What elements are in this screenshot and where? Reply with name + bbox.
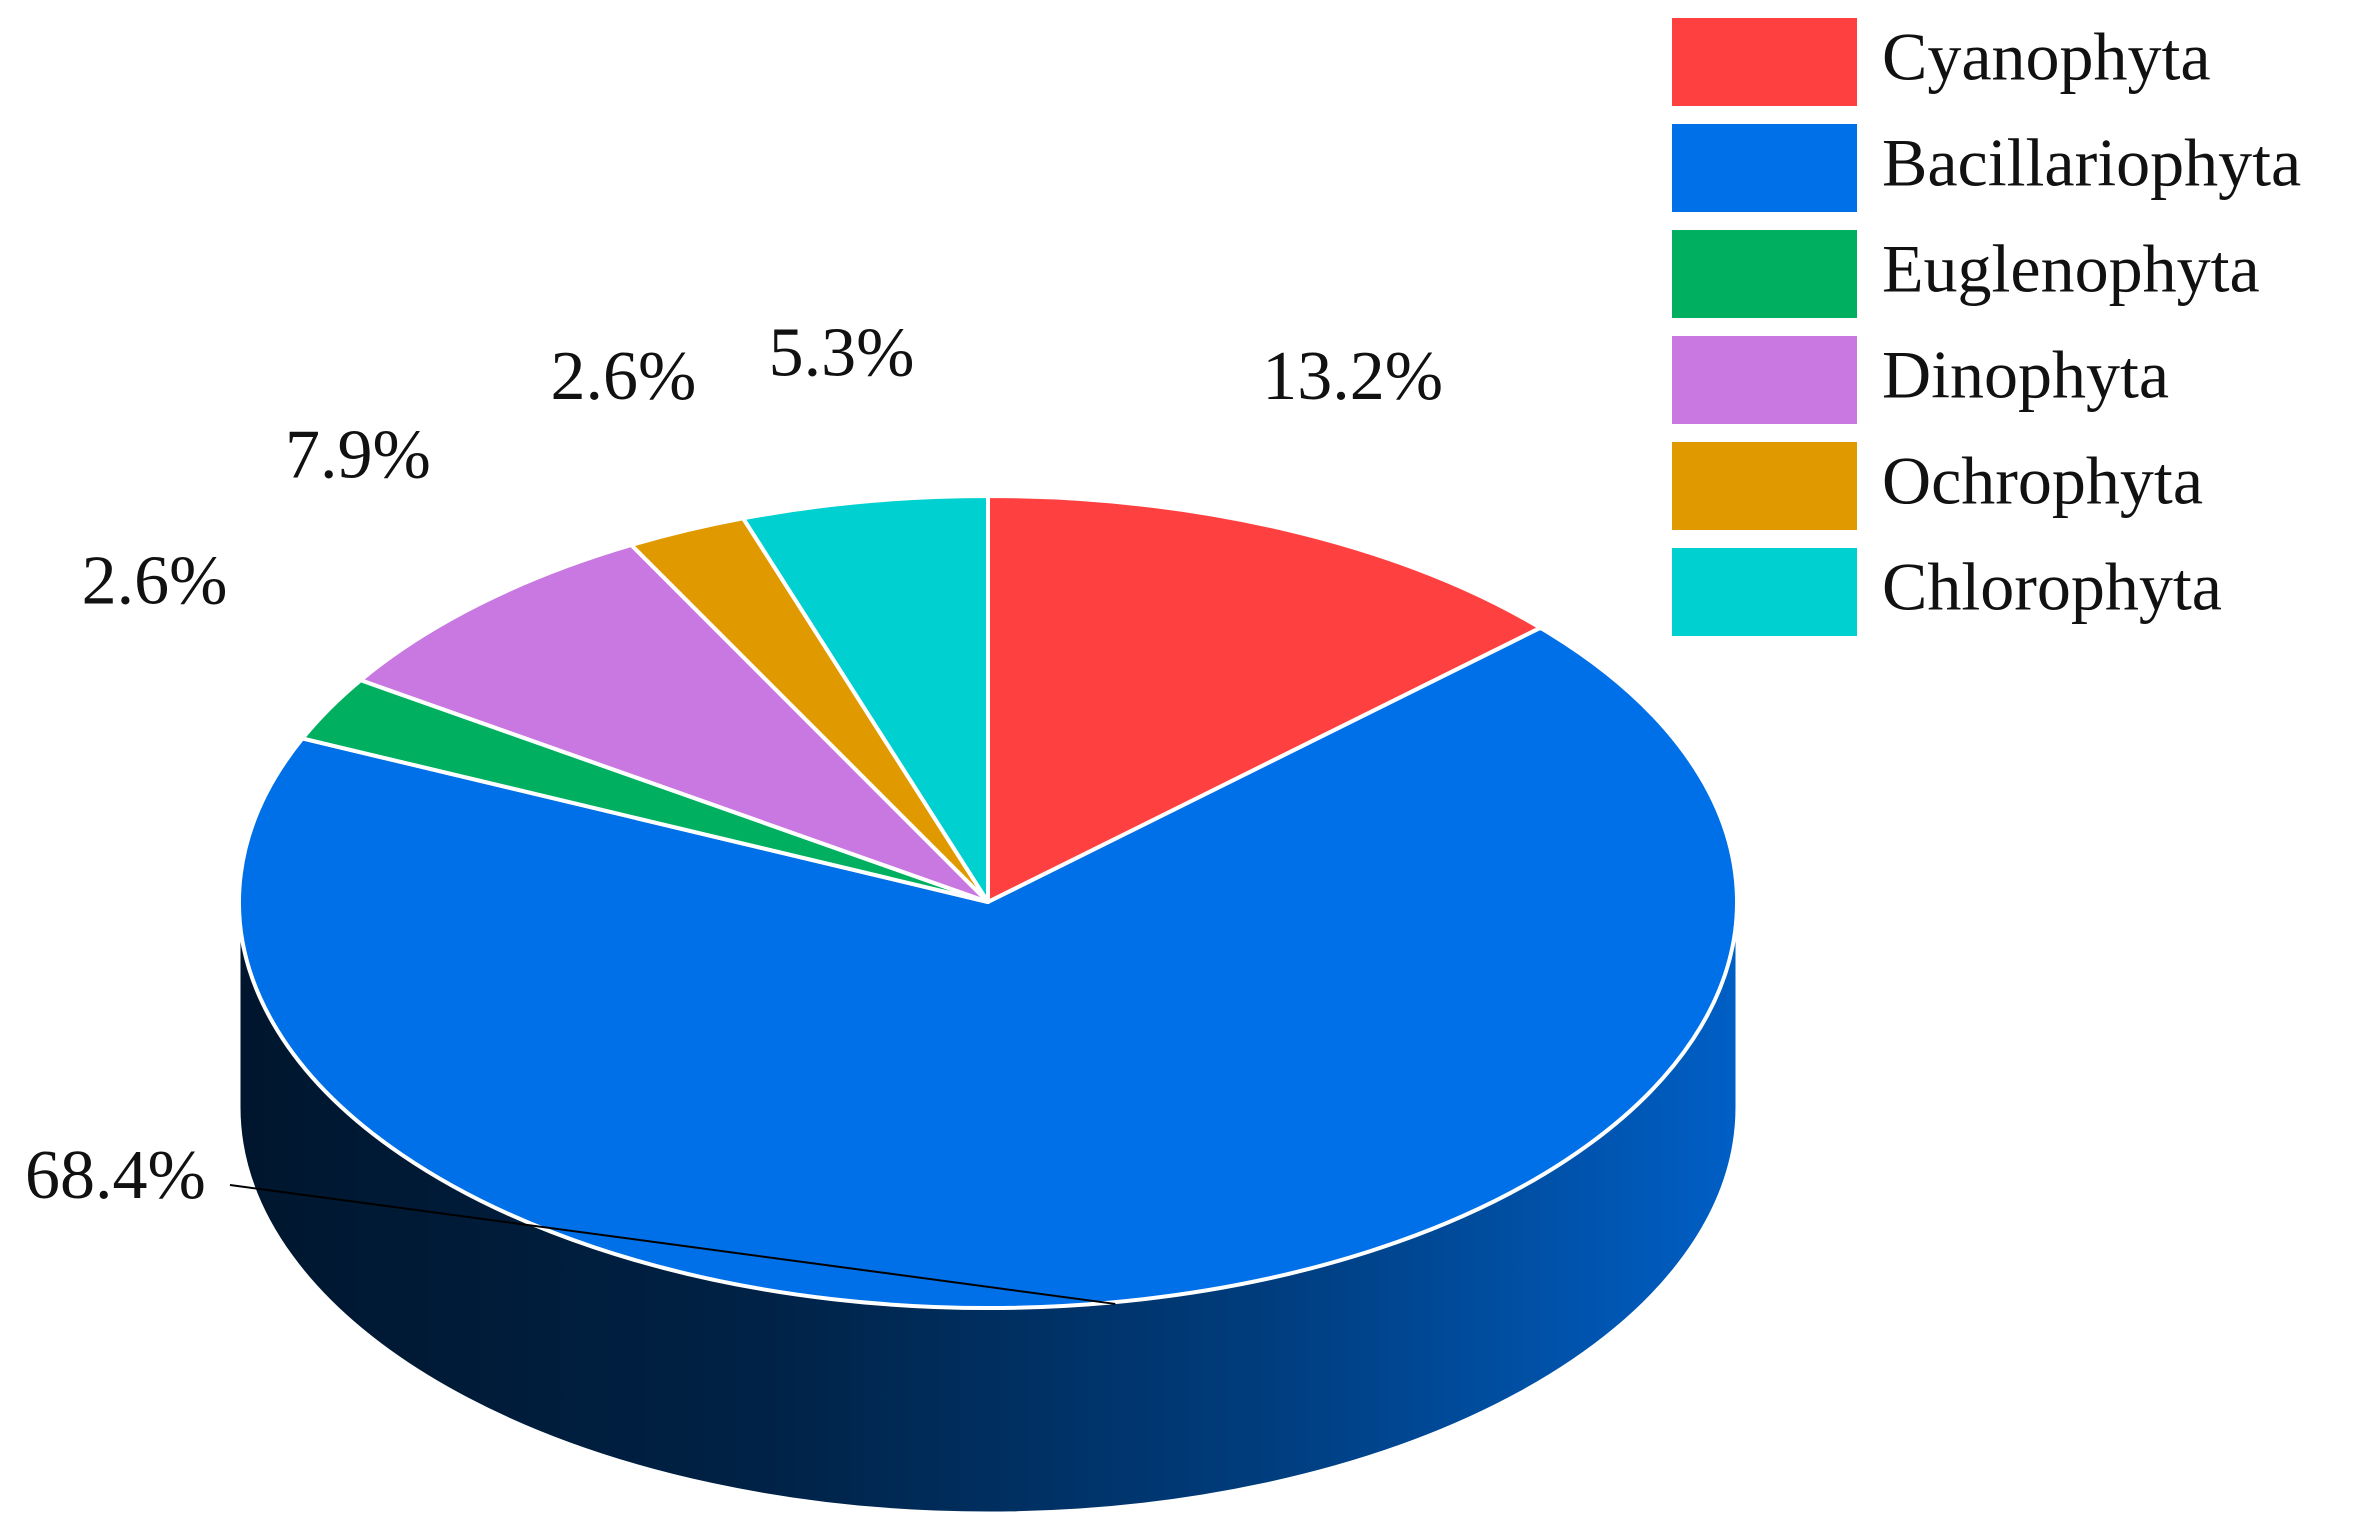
- pie-slice: [741, 494, 990, 904]
- value-label: 68.4%: [25, 1137, 206, 1214]
- legend-swatch: [1672, 124, 1857, 212]
- legend-label: Chlorophyta: [1882, 549, 2222, 625]
- legend: Cyanophyta Bacillariophyta Euglenophyta Din…: [1672, 18, 2301, 636]
- legend-swatch: [1672, 442, 1857, 530]
- value-label: 2.6%: [82, 542, 228, 619]
- legend-label: Dinophyta: [1882, 337, 2169, 413]
- legend-swatch: [1672, 548, 1857, 636]
- pie-slice: [986, 494, 1543, 904]
- legend-label: Bacillariophyta: [1882, 125, 2301, 201]
- value-label: 5.3%: [769, 315, 915, 392]
- legend-swatch: [1672, 18, 1857, 106]
- legend-label: Cyanophyta: [1882, 19, 2211, 95]
- legend-label: Euglenophyta: [1882, 231, 2260, 307]
- value-labels: 13.2% 68.4% 2.6% 7.9% 2.6% 5.3%: [25, 315, 1443, 1305]
- value-label: 7.9%: [285, 416, 431, 493]
- value-label: 13.2%: [1262, 338, 1443, 415]
- legend-swatch: [1672, 336, 1857, 424]
- legend-swatch: [1672, 230, 1857, 318]
- pie-slice: [358, 542, 990, 904]
- legend-label: Ochrophyta: [1882, 443, 2203, 519]
- leader-line: [229, 1184, 1116, 1305]
- value-label: 2.6%: [550, 338, 696, 415]
- pie-top: [237, 494, 1739, 1310]
